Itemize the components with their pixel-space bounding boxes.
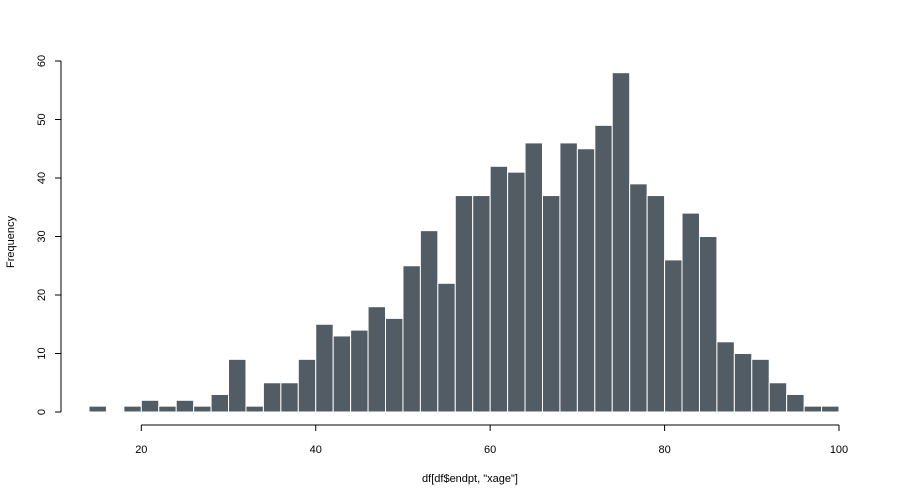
histogram-bar <box>262 382 282 413</box>
histogram-bar <box>559 142 578 413</box>
histogram-bar <box>629 183 648 413</box>
histogram-bar <box>716 341 735 413</box>
histogram-bar <box>646 195 666 413</box>
x-tick-label: 60 <box>484 444 496 456</box>
histogram-bar <box>751 358 770 413</box>
histogram-bar <box>437 282 456 413</box>
histogram-bar <box>367 306 387 413</box>
x-tick-label: 40 <box>310 444 322 456</box>
histogram-bar <box>821 405 840 413</box>
histogram-bar <box>245 405 264 413</box>
histogram-bar <box>297 358 317 413</box>
histogram-bar <box>419 230 439 413</box>
x-tick-label: 20 <box>135 444 147 456</box>
histogram-bar <box>472 195 491 413</box>
x-tick-label: 100 <box>830 444 848 456</box>
histogram-bar <box>786 393 805 413</box>
y-tick-label: 30 <box>36 230 48 242</box>
y-tick-label: 10 <box>36 347 48 359</box>
histogram-bar <box>315 323 334 413</box>
histogram-bar <box>88 405 107 413</box>
y-tick-label: 50 <box>36 113 48 125</box>
y-tick-label: 0 <box>36 409 48 415</box>
histogram-bar <box>489 165 509 413</box>
histogram-bar <box>140 399 160 413</box>
histogram-bar <box>576 148 596 413</box>
x-tick-label: 80 <box>658 444 670 456</box>
histogram-bar <box>350 329 369 413</box>
histogram-bar <box>733 353 753 413</box>
histogram-bar <box>524 142 543 413</box>
y-axis: 0 10 20 30 40 50 60 <box>36 55 62 415</box>
histogram-bar <box>594 124 613 413</box>
histogram-bar <box>158 405 177 413</box>
histogram-bar <box>280 382 299 413</box>
histogram-bar <box>541 195 561 413</box>
histogram-bar <box>228 358 247 413</box>
histogram-bar <box>803 405 823 413</box>
y-axis-title: Frequency <box>5 216 17 268</box>
histogram-bar <box>454 195 474 413</box>
y-tick-label: 60 <box>36 55 48 67</box>
histogram-bars <box>88 72 840 413</box>
histogram-bar <box>698 236 718 413</box>
histogram-bar <box>193 405 212 413</box>
histogram-bar <box>175 399 195 413</box>
histogram-bar <box>768 382 788 413</box>
x-axis: 20 40 60 80 100 <box>135 424 848 456</box>
histogram-bar <box>664 259 683 413</box>
histogram-bar <box>402 265 421 413</box>
histogram-bar <box>681 212 700 413</box>
histogram-bar <box>611 72 631 413</box>
histogram-bar <box>507 171 526 413</box>
x-axis-title: df[df$endpt, "xage"] <box>422 473 518 485</box>
histogram-bar <box>123 405 142 413</box>
y-tick-label: 40 <box>36 172 48 184</box>
histogram-bar <box>210 393 230 413</box>
histogram-bar <box>385 317 404 413</box>
y-tick-label: 20 <box>36 289 48 301</box>
histogram-bar <box>332 335 352 413</box>
